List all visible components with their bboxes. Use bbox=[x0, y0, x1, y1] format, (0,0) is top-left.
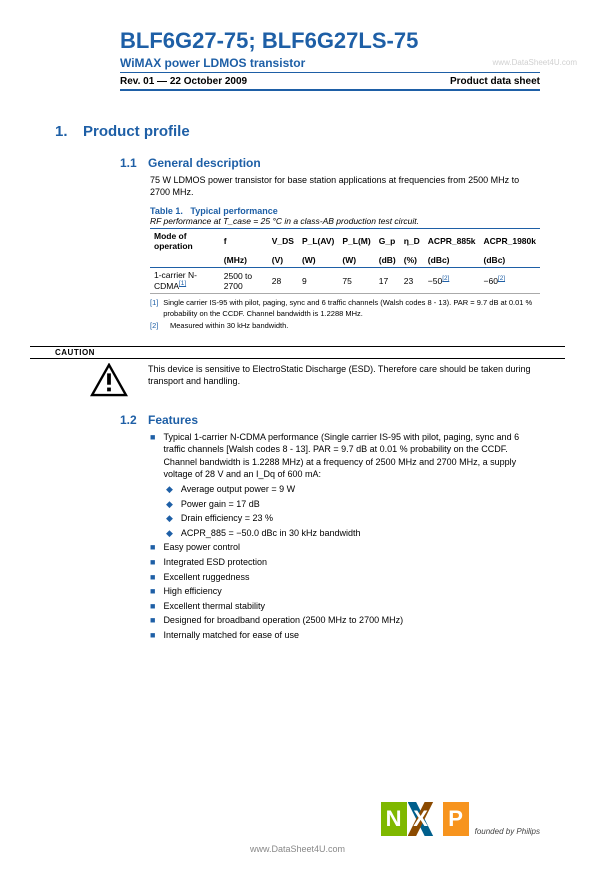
header: BLF6G27-75; BLF6G27LS-75 WiMAX power LDM… bbox=[120, 28, 540, 91]
footer-url: www.DataSheet4U.com bbox=[0, 844, 595, 854]
table-footnotes: [1]Single carrier IS-95 with pilot, pagi… bbox=[150, 298, 540, 332]
features-list: ■Typical 1-carrier N-CDMA performance (S… bbox=[150, 431, 540, 642]
section-1-heading: 1.Product profile bbox=[55, 123, 595, 140]
subsection-1-1-heading: 1.1General description bbox=[120, 156, 595, 170]
table-subcaption: RF performance at T_case = 25 °C in a cl… bbox=[150, 216, 595, 226]
caution-bar: CAUTION bbox=[30, 346, 565, 359]
table-row: 1-carrier N-CDMA[1] 2500 to 2700 28 9 75… bbox=[150, 268, 540, 294]
caution-content: This device is sensitive to ElectroStati… bbox=[90, 363, 540, 397]
page-title: BLF6G27-75; BLF6G27LS-75 bbox=[120, 28, 540, 54]
watermark: www.DataSheet4U.com bbox=[493, 58, 577, 67]
page-subtitle: WiMAX power LDMOS transistor bbox=[120, 56, 540, 70]
nxp-logo: N X P founded by Philips bbox=[381, 802, 540, 836]
general-description-text: 75 W LDMOS power transistor for base sta… bbox=[150, 174, 540, 198]
warning-icon bbox=[90, 363, 128, 397]
doc-type: Product data sheet bbox=[450, 76, 540, 87]
revision-text: Rev. 01 — 22 October 2009 bbox=[120, 76, 247, 87]
performance-table: Mode of operation f V_DS P_L(AV) P_L(M) … bbox=[150, 228, 540, 294]
table-caption: Table 1. Typical performance bbox=[150, 206, 595, 216]
subsection-1-2-heading: 1.2Features bbox=[120, 413, 595, 427]
logo-tagline: founded by Philips bbox=[475, 827, 540, 836]
